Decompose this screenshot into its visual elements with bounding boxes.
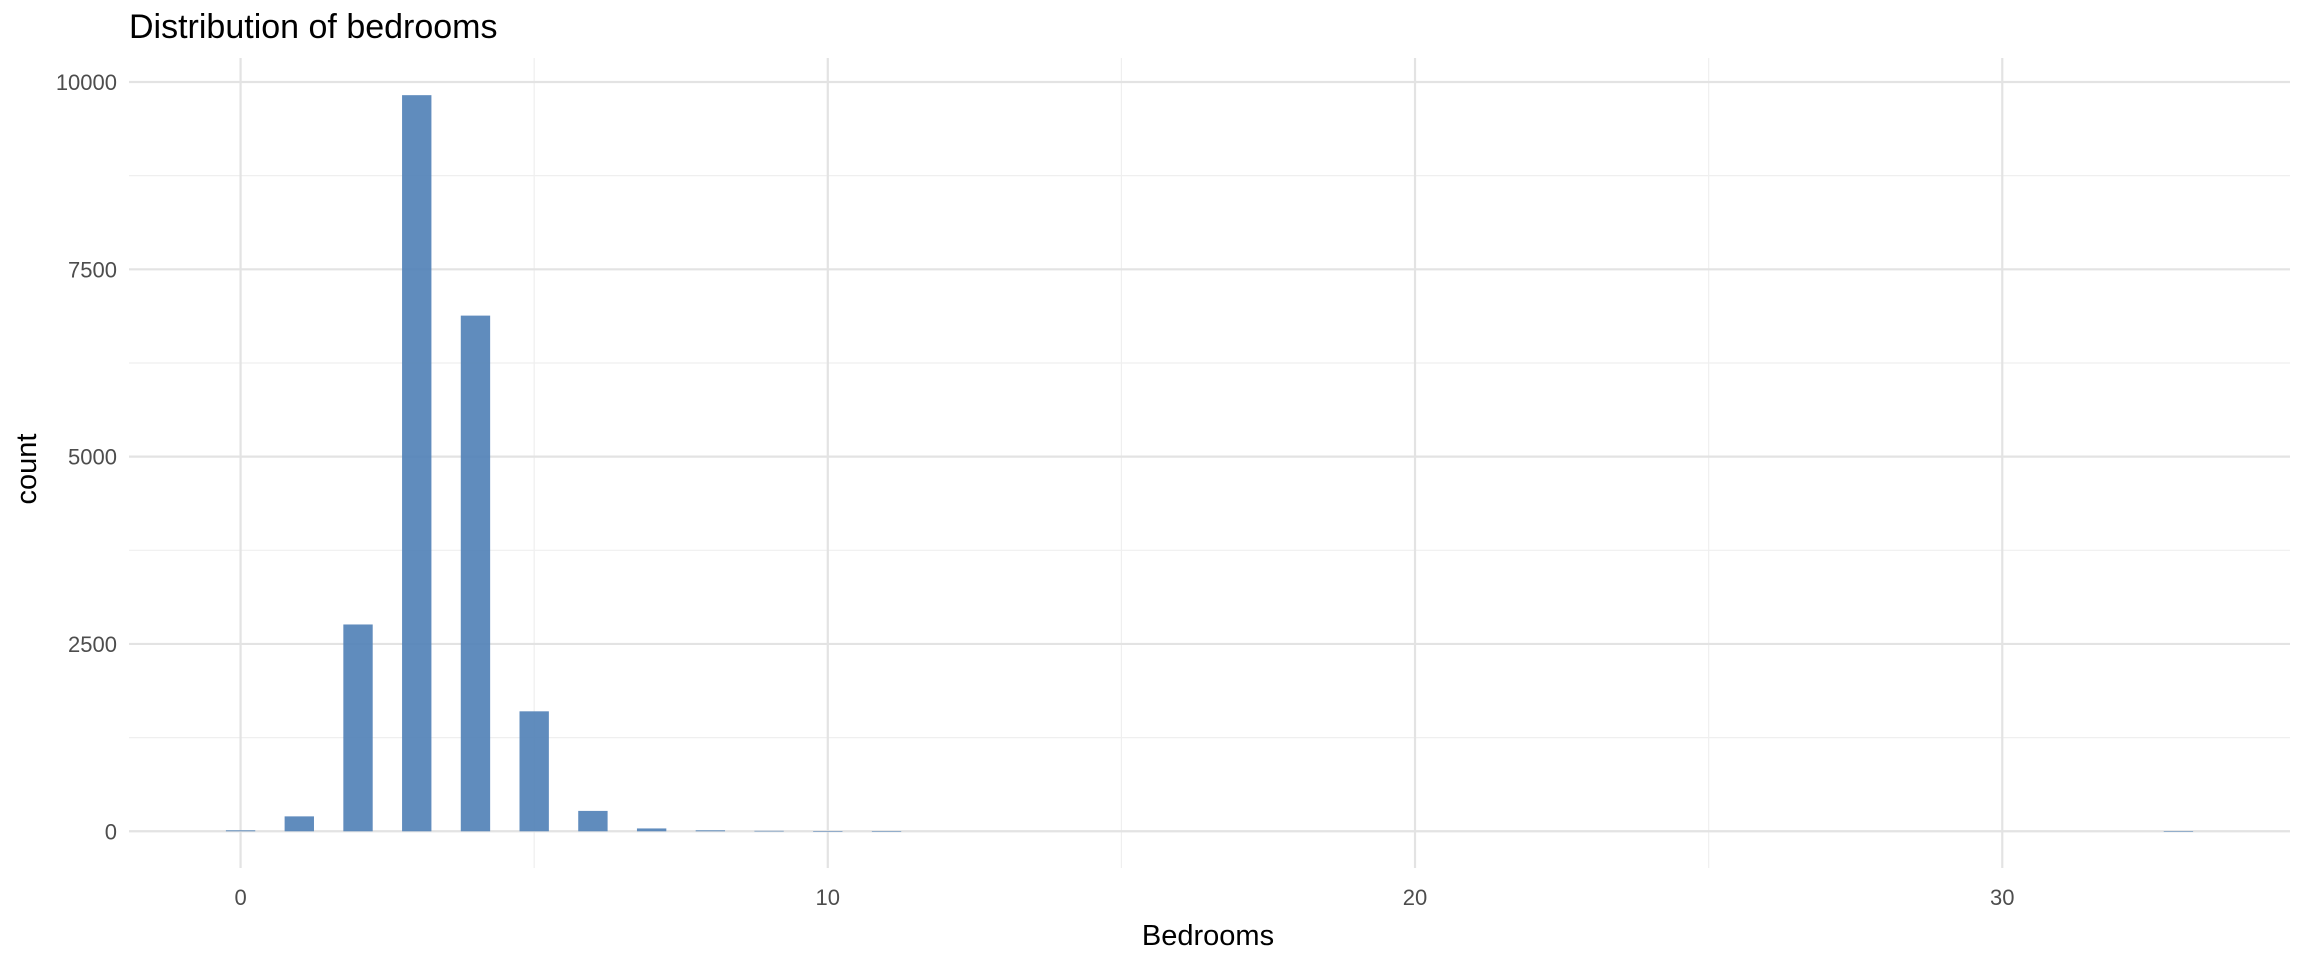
bar-0 <box>225 830 256 832</box>
x-axis-title: Bedrooms <box>1142 920 1274 952</box>
bar-4 <box>460 315 491 832</box>
y-tick-label: 0 <box>105 819 117 844</box>
ticks-layer: 0 10 20 30 0 2500 5000 7500 10000 <box>56 70 2015 910</box>
bar-10 <box>813 831 843 832</box>
y-tick-label: 7500 <box>68 257 117 282</box>
bar-5 <box>519 711 549 832</box>
bar-2 <box>343 624 373 832</box>
bar-11 <box>871 831 902 832</box>
bar-6 <box>578 810 608 832</box>
y-tick-label: 10000 <box>56 70 117 95</box>
y-axis-title: count <box>11 434 43 505</box>
bar-9 <box>754 830 784 832</box>
bar-1 <box>284 816 314 832</box>
x-tick-label: 0 <box>234 885 246 910</box>
y-tick-label: 5000 <box>68 445 117 470</box>
bar-3 <box>402 95 432 832</box>
grid-layer <box>129 58 2290 868</box>
x-tick-label: 20 <box>1403 885 1427 910</box>
chart-title: Distribution of bedrooms <box>129 8 498 46</box>
x-tick-label: 30 <box>1990 885 2014 910</box>
bars-layer <box>225 95 2194 832</box>
y-tick-label: 2500 <box>68 632 117 657</box>
bar-33 <box>2163 831 2194 832</box>
bar-8 <box>695 830 726 832</box>
x-tick-label: 10 <box>816 885 840 910</box>
bar-7 <box>636 828 667 832</box>
